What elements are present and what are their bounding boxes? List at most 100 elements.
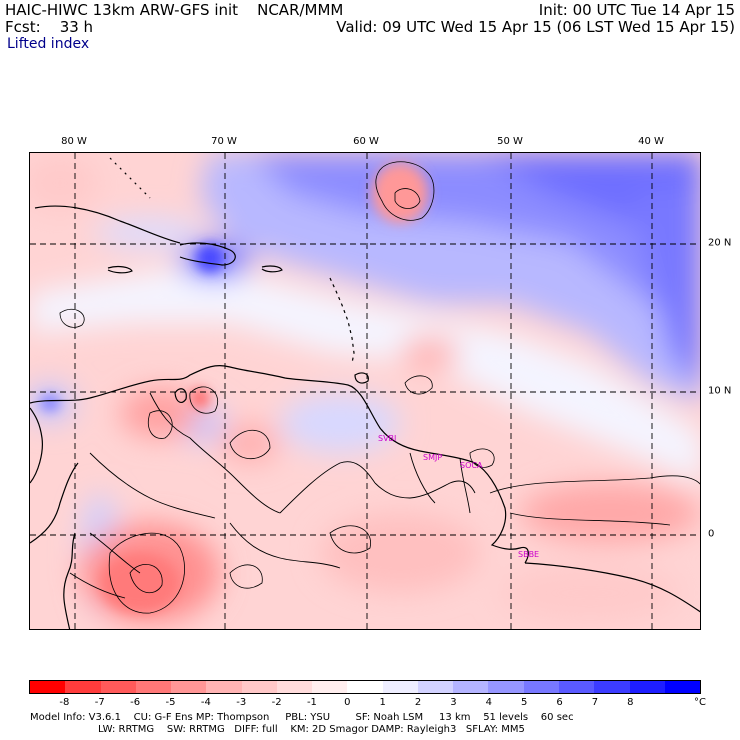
colorbar-tick-label: 7 [591,697,599,708]
stations: SVBI SMJP SOCA SBBE [378,434,539,559]
lat-label-10n: 10 N [708,385,732,397]
colorbar-swatch [135,681,172,693]
colorbar-tick-label: 4 [485,697,492,708]
contour [329,525,372,554]
coastline-lesser-antilles [329,277,355,364]
stability-field [30,153,700,623]
lake-maracaibo [174,388,187,403]
colorbar-swatch [65,681,101,693]
colorbar-tick-label: 8 [627,697,634,708]
coastline-south-america-north [30,364,529,564]
colorbar-swatch [171,681,207,693]
border [409,452,436,504]
station-smjp: SMJP [423,453,442,462]
colorbar-swatch [276,681,313,693]
map-panel: SVBI SMJP SOCA SBBE [29,152,701,630]
lon-label-70w: 70 W [211,136,237,147]
colorbar-swatch [241,681,277,693]
colorbar-swatch [523,681,559,693]
coastline-brazil [524,562,700,613]
plot-title: HAIC-HIWC 13km ARW-GFS init NCAR/MMM [5,1,344,19]
station-svbi: SVBI [378,434,396,443]
model-info-line1: Model Info: V3.6.1 CU: G-F Ens MP: Thomp… [30,712,574,723]
colorbar-tick-label: 2 [414,697,422,708]
colorbar-swatch [100,681,136,693]
border [279,461,376,514]
coastlines [30,157,700,629]
colorbar-tick-label: 3 [450,697,457,708]
border [374,480,476,499]
colorbar-tick-label: 6 [556,697,563,708]
border [89,452,216,519]
contour [148,410,173,439]
contour [129,564,163,594]
colorbar-tick-label: -1 [306,697,317,708]
colorbar-swatch [417,681,454,693]
coastline-jamaica [107,265,133,274]
contour [229,429,271,460]
colorbar-tick-label: -2 [271,697,282,708]
colorbar-tick-label: -4 [200,697,211,708]
coastline-bahamas [109,157,151,199]
field-name: Lifted index [7,36,90,52]
lon-label-50w: 50 W [497,136,523,147]
colorbar-unit: °C [694,697,706,708]
colorbar-tick-label: -8 [59,697,70,708]
graticule [30,153,700,629]
valid-time: Valid: 09 UTC Wed 15 Apr 15 (06 LST Wed … [336,18,735,36]
coastline-pacific-ecuador [63,532,76,629]
border [229,522,341,569]
coastline-central-america [30,407,43,484]
lon-label-40w: 40 W [638,136,664,147]
colorbar-swatch [206,681,242,693]
colorbar-swatch [664,681,701,693]
border [89,532,141,574]
lat-label-0: 0 [708,528,715,540]
coastline-hispaniola [179,242,236,266]
contour [404,375,433,395]
contour [108,532,185,614]
colorbar-tick-label: -5 [165,697,176,708]
coastline-cuba [34,205,181,244]
colorbar-swatch [382,681,418,693]
colorbar-swatch [558,681,595,693]
colorbar-tick-label: -6 [130,697,141,708]
colorbar-swatch [629,681,665,693]
colorbar-tick-label: 1 [379,697,386,708]
forecast-hour: Fcst: 33 h [5,18,94,36]
colorbar-tick-label: -3 [236,697,247,708]
model-info-line2: LW: RRTMG SW: RRTMG DIFF: full KM: 2D Sm… [98,724,525,735]
colorbar-tick-label: 5 [520,697,528,708]
contour [509,512,671,526]
contour [229,564,263,589]
colorbar-tick-label: 0 [344,697,351,708]
lon-label-60w: 60 W [353,136,379,147]
contour [375,161,435,221]
colorbar-swatch [488,681,524,693]
colorbar [29,680,701,694]
contour [189,386,219,414]
colorbar-swatch [594,681,630,693]
coastline-pacific-colombia [30,462,79,544]
colorbar-swatch [312,681,348,693]
country-borders [69,392,476,599]
colorbar-swatch [30,681,66,693]
lifted-index-map: SVBI SMJP SOCA SBBE [30,153,700,629]
contour [59,308,85,328]
contour-lines [59,161,700,614]
coastline-puerto-rico [261,265,283,273]
border [459,457,471,514]
colorbar-tick-label: -7 [94,697,105,708]
station-soca: SOCA [460,461,483,470]
stability-field-detail [40,163,428,613]
colorbar-swatch [347,681,383,693]
contour [489,475,700,494]
init-time: Init: 00 UTC Tue 14 Apr 15 [538,1,735,19]
station-sbbe: SBBE [518,550,539,559]
colorbar-swatch [453,681,489,693]
contour [394,188,421,209]
coastline-trinidad [354,372,369,384]
lat-label-20n: 20 N [708,237,732,249]
border [149,392,281,514]
border [69,572,126,599]
